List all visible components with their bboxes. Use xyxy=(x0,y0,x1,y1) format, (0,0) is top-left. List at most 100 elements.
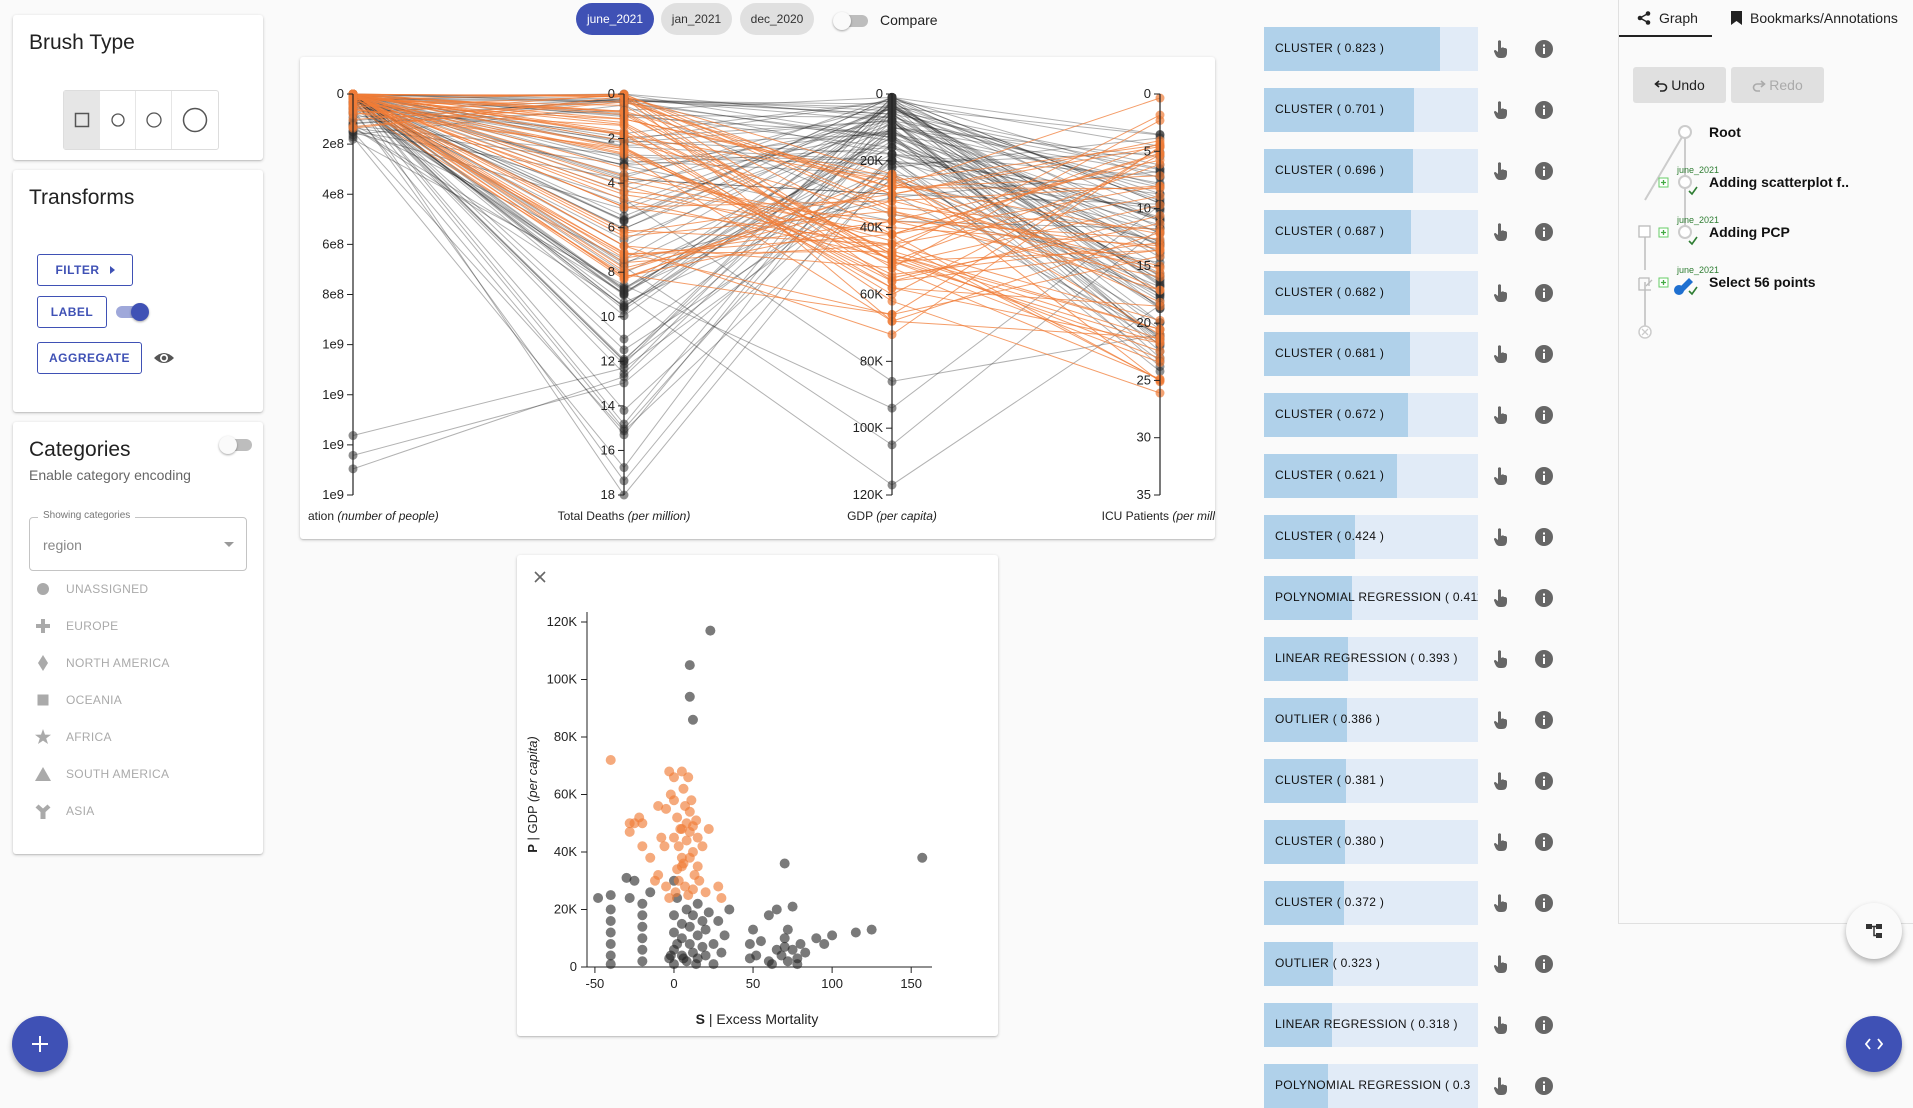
select-pointer-icon[interactable] xyxy=(1491,405,1511,425)
close-icon[interactable] xyxy=(534,571,546,583)
pcp-line-selected[interactable] xyxy=(352,93,1161,247)
pcp-line-selected[interactable] xyxy=(352,93,1161,272)
scatter-point-unselected[interactable] xyxy=(771,944,782,955)
scatter-point-selected[interactable] xyxy=(697,841,708,852)
scatter-point-unselected[interactable] xyxy=(687,714,698,725)
scatter-point-unselected[interactable] xyxy=(697,941,708,952)
scatter-point-selected[interactable] xyxy=(676,766,687,777)
pcp-line[interactable] xyxy=(352,93,1161,280)
scatter-point-unselected[interactable] xyxy=(668,910,679,921)
pcp-line[interactable] xyxy=(352,156,1161,456)
brush-circle-small-button[interactable] xyxy=(100,91,136,149)
scatter-point-unselected[interactable] xyxy=(687,910,698,921)
scatter-point-unselected[interactable] xyxy=(748,924,759,935)
scatter-point-unselected[interactable] xyxy=(681,904,692,915)
pcp-line-selected[interactable] xyxy=(352,93,1161,182)
recommendation-item[interactable]: CLUSTER ( 0.687 ) xyxy=(1264,210,1478,254)
scatter-point-selected[interactable] xyxy=(700,887,711,898)
pcp-line-selected[interactable] xyxy=(352,94,1161,262)
scatter-point-unselected[interactable] xyxy=(763,956,774,967)
pcp-line[interactable] xyxy=(352,93,1161,247)
scatter-point-selected[interactable] xyxy=(694,875,705,886)
pcp-line[interactable] xyxy=(352,96,1161,247)
scatter-point-unselected[interactable] xyxy=(621,872,632,883)
pcp-line[interactable] xyxy=(352,93,1161,205)
pcp-line[interactable] xyxy=(352,108,1161,482)
scatter-point-unselected[interactable] xyxy=(605,890,616,901)
pcp-line[interactable] xyxy=(352,99,1161,430)
pcp-line[interactable] xyxy=(352,93,1161,308)
scatter-point-selected[interactable] xyxy=(672,812,683,823)
scatter-point-unselected[interactable] xyxy=(672,939,683,949)
pcp-line-selected[interactable] xyxy=(352,94,1161,291)
scatter-point-unselected[interactable] xyxy=(605,959,616,970)
tree-layout-button[interactable] xyxy=(1846,903,1902,959)
brush-rectangle-button[interactable] xyxy=(64,91,100,149)
info-icon[interactable] xyxy=(1534,710,1554,730)
pcp-line-selected[interactable] xyxy=(352,93,1161,279)
pcp-line-selected[interactable] xyxy=(352,93,1161,321)
pcp-line[interactable] xyxy=(352,97,1161,274)
select-pointer-icon[interactable] xyxy=(1491,588,1511,608)
scatter-point-unselected[interactable] xyxy=(782,924,793,935)
recommendation-item[interactable]: CLUSTER ( 0.823 ) xyxy=(1264,27,1478,71)
scatter-point-unselected[interactable] xyxy=(637,933,648,944)
scatter-point-unselected[interactable] xyxy=(684,921,695,932)
scatter-point-selected[interactable] xyxy=(668,772,679,783)
pcp-line[interactable] xyxy=(352,93,1161,340)
scatter-point-unselected[interactable] xyxy=(779,858,790,869)
scatter-point-unselected[interactable] xyxy=(795,939,806,949)
scatter-point-unselected[interactable] xyxy=(771,904,782,915)
recommendation-item[interactable]: POLYNOMIAL REGRESSION ( 0.411 ) xyxy=(1264,576,1478,620)
recommendation-item[interactable]: CLUSTER ( 0.381 ) xyxy=(1264,759,1478,803)
pcp-line[interactable] xyxy=(352,131,1161,432)
select-pointer-icon[interactable] xyxy=(1491,161,1511,181)
pcp-line[interactable] xyxy=(352,104,1161,264)
scatter-point-unselected[interactable] xyxy=(624,893,635,903)
scatterplot-node-icon[interactable] xyxy=(1678,175,1692,189)
history-node-adding-scatterplot[interactable]: Adding scatterplot f.. xyxy=(1709,174,1849,190)
scatter-point-unselected[interactable] xyxy=(744,939,755,949)
pcp-line[interactable] xyxy=(352,107,1161,289)
scatter-point-unselected[interactable] xyxy=(676,918,687,929)
scatter-point-unselected[interactable] xyxy=(691,959,702,970)
recommendation-item[interactable]: OUTLIER ( 0.323 ) xyxy=(1264,942,1478,986)
pcp-line-selected[interactable] xyxy=(352,93,1161,231)
scatter-point-unselected[interactable] xyxy=(629,875,640,886)
scatter-point-unselected[interactable] xyxy=(708,959,719,970)
select-pointer-icon[interactable] xyxy=(1491,344,1511,364)
recommendation-item[interactable]: CLUSTER ( 0.424 ) xyxy=(1264,515,1478,559)
pcp-axis-1[interactable]: 0 2 4 6 8 10 12 14 16 18 Total Deaths (per million… xyxy=(558,86,691,523)
pcp-line[interactable] xyxy=(352,96,1161,496)
recommendation-item[interactable]: CLUSTER ( 0.372 ) xyxy=(1264,881,1478,925)
category-encoding-toggle[interactable] xyxy=(219,436,252,454)
scatter-point-selected[interactable] xyxy=(713,881,724,892)
scatter-point-unselected[interactable] xyxy=(678,953,689,964)
scatter-point-selected[interactable] xyxy=(672,864,683,875)
pcp-line-selected[interactable] xyxy=(352,95,1161,381)
pcp-line[interactable] xyxy=(352,96,1161,304)
info-icon[interactable] xyxy=(1534,893,1554,913)
info-icon[interactable] xyxy=(1534,588,1554,608)
pcp-axis-3[interactable]: 0 5 10 15 20 25 30 35 ICU Patients (per mill. xyxy=(1102,86,1215,523)
pcp-line[interactable] xyxy=(352,98,1161,486)
scatter-point-unselected[interactable] xyxy=(782,956,793,967)
scatter-point-selected[interactable] xyxy=(637,818,648,829)
info-icon[interactable] xyxy=(1534,161,1554,181)
scatter-point-unselected[interactable] xyxy=(684,939,695,949)
scatter-point-unselected[interactable] xyxy=(716,947,727,958)
tab-graph[interactable]: Graph xyxy=(1637,10,1698,26)
scatter-point-unselected[interactable] xyxy=(751,950,762,961)
scatter-point-unselected[interactable] xyxy=(605,916,616,926)
brush-circle-large-button[interactable] xyxy=(172,91,218,149)
root-node-icon[interactable] xyxy=(1678,125,1692,139)
scatter-point-selected[interactable] xyxy=(653,870,664,880)
pcp-line[interactable] xyxy=(352,113,1161,296)
scatter-point-selected[interactable] xyxy=(673,875,684,886)
recommendation-item[interactable]: CLUSTER ( 0.672 ) xyxy=(1264,393,1478,437)
select-pointer-icon[interactable] xyxy=(1491,1015,1511,1035)
info-icon[interactable] xyxy=(1534,222,1554,242)
pcp-line-selected[interactable] xyxy=(352,95,1161,383)
pcp-line[interactable] xyxy=(352,96,1161,309)
pcp-axis-2[interactable]: 0 20K 40K 60K 80K 100K 120K GDP (per capita) xyxy=(847,86,937,523)
